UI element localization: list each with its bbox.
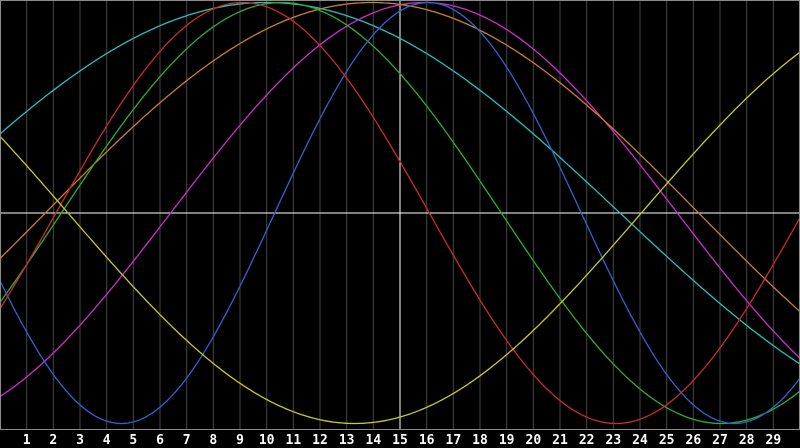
x-axis-label: 24 [632, 433, 648, 448]
x-axis-label: 22 [579, 433, 595, 448]
x-axis-label: 19 [499, 433, 515, 448]
x-gridlines [26, 1, 774, 429]
x-axis-label: 2 [49, 433, 57, 448]
x-axis-label: 10 [259, 433, 275, 448]
x-axis-label: 15 [392, 433, 408, 448]
x-axis-label: 29 [766, 433, 782, 448]
x-axis-label: 26 [686, 433, 702, 448]
x-axis-label: 16 [419, 433, 435, 448]
x-axis-label: 3 [76, 433, 84, 448]
x-axis-label: 18 [472, 433, 488, 448]
x-axis-label: 11 [286, 433, 302, 448]
x-axis-label: 17 [446, 433, 462, 448]
x-axis-label: 1 [23, 433, 31, 448]
x-axis-label: 23 [606, 433, 622, 448]
x-axis-label: 4 [103, 433, 111, 448]
x-axis-label: 21 [552, 433, 568, 448]
x-axis-label: 25 [659, 433, 675, 448]
series-curves [0, 1, 800, 425]
yellow-curve [0, 51, 800, 425]
x-axis-label: 27 [712, 433, 728, 448]
orange-curve [0, 1, 800, 313]
x-axis-label: 13 [339, 433, 355, 448]
x-axis-label: 28 [739, 433, 755, 448]
cyan-curve [0, 1, 800, 365]
green-curve [0, 1, 800, 425]
x-axis-label: 6 [156, 433, 164, 448]
x-axis-label: 9 [236, 433, 244, 448]
x-axis-label: 7 [183, 433, 191, 448]
x-axis-label: 12 [312, 433, 328, 448]
x-axis-label: 5 [129, 433, 137, 448]
x-axis-label: 14 [366, 433, 382, 448]
red-curve [0, 1, 800, 425]
x-axis-strip: 1 2 3 4 5 6 7 8 9 10 11 12 13 14 15 16 17 18 19 20 21 22 23 24 2… [23, 433, 781, 448]
blue-curve [0, 1, 800, 425]
x-axis-label: 20 [526, 433, 542, 448]
x-axis-label: 8 [209, 433, 217, 448]
